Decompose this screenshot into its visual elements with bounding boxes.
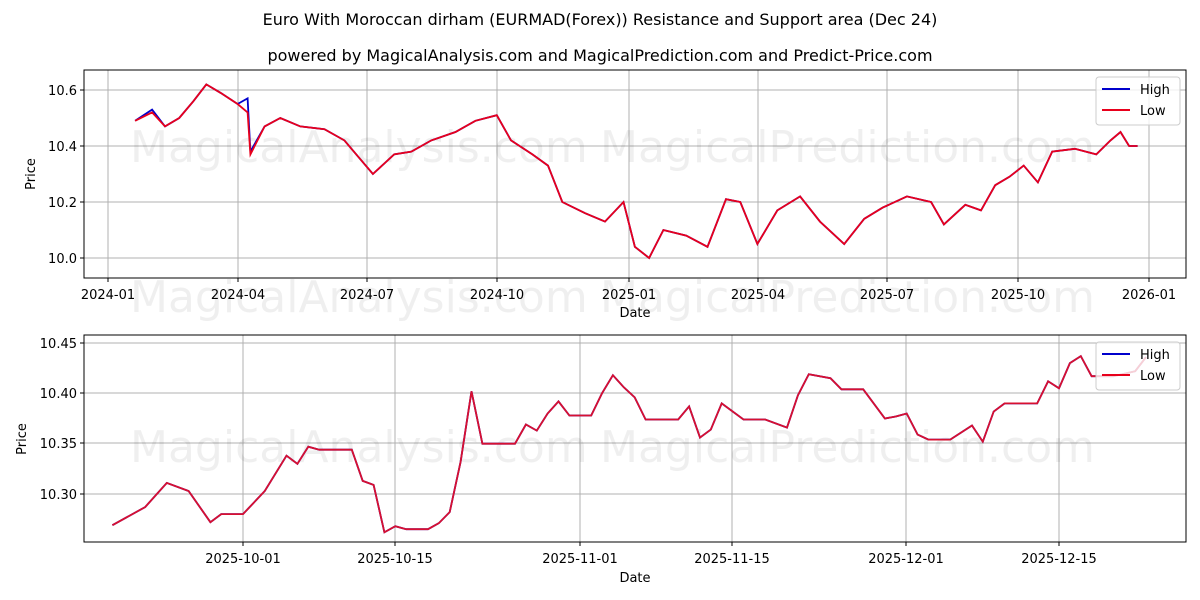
y-tick-label: 10.6 bbox=[48, 84, 77, 99]
legend-low-label: Low bbox=[1140, 104, 1166, 119]
x-tick-label: 2025-12-15 bbox=[1021, 552, 1097, 567]
x-tick-label: 2025-12-01 bbox=[868, 552, 944, 567]
bottom-y-axis-label: Price bbox=[15, 423, 30, 455]
x-tick-label: 2025-04 bbox=[731, 288, 785, 303]
x-tick-label: 2025-10-01 bbox=[205, 552, 281, 567]
bottom-x-axis-label: Date bbox=[619, 571, 650, 586]
top-grid bbox=[84, 70, 1186, 278]
top-y-axis-label: Price bbox=[24, 158, 39, 190]
x-tick-label: 2024-07 bbox=[340, 288, 394, 303]
top-plot: MagicalAnalysis.com MagicalPrediction.co… bbox=[24, 69, 1187, 323]
y-tick-label: 10.40 bbox=[40, 387, 77, 402]
y-tick-label: 10.4 bbox=[48, 140, 77, 155]
watermark-top-lower-left: MagicalAnalysis.com bbox=[130, 272, 588, 323]
top-x-axis-label: Date bbox=[619, 306, 650, 321]
x-tick-label: 2025-11-15 bbox=[694, 552, 770, 567]
bottom-axes-frame bbox=[83, 334, 1187, 543]
bottom-ticks: 10.45 10.40 10.35 10.30 2025-10-01 2025-10-15… bbox=[40, 337, 1097, 567]
watermark-top-right: MagicalPrediction.com bbox=[600, 122, 1095, 173]
x-tick-label: 2025-07 bbox=[860, 288, 914, 303]
top-legend: High Low bbox=[1095, 76, 1181, 126]
x-tick-label: 2024-04 bbox=[211, 288, 265, 303]
watermark-top-lower-right: MagicalPrediction.com bbox=[600, 272, 1095, 323]
legend-high-label: High bbox=[1140, 348, 1170, 363]
watermark-bottom-right: MagicalPrediction.com bbox=[600, 422, 1095, 473]
bottom-plot: MagicalAnalysis.com MagicalPrediction.co… bbox=[15, 334, 1187, 586]
x-tick-label: 2025-10-15 bbox=[357, 552, 433, 567]
x-tick-label: 2024-10 bbox=[470, 288, 524, 303]
y-tick-label: 10.45 bbox=[40, 337, 77, 352]
y-tick-label: 10.0 bbox=[48, 252, 77, 267]
bottom-grid bbox=[84, 335, 1186, 542]
legend-high-label: High bbox=[1140, 83, 1170, 98]
legend-low-label: Low bbox=[1140, 369, 1166, 384]
chart-title: Euro With Moroccan dirham (EURMAD(Forex)… bbox=[262, 10, 938, 29]
y-tick-label: 10.30 bbox=[40, 488, 77, 503]
top-ticks: 10.6 10.4 10.2 10.0 2024-01 2024-04 2024-07 202… bbox=[48, 84, 1176, 303]
x-tick-label: 2025-11-01 bbox=[542, 552, 618, 567]
top-low-line bbox=[134, 83, 1138, 260]
x-tick-label: 2025-10 bbox=[991, 288, 1045, 303]
x-tick-label: 2024-01 bbox=[81, 288, 135, 303]
top-axes-frame bbox=[83, 69, 1187, 279]
bottom-low-line bbox=[111, 354, 1147, 534]
watermark-bottom-left: MagicalAnalysis.com bbox=[130, 422, 588, 473]
y-tick-label: 10.2 bbox=[48, 196, 77, 211]
bottom-legend: High Low bbox=[1095, 341, 1181, 391]
watermark-top-left: MagicalAnalysis.com bbox=[130, 122, 588, 173]
y-tick-label: 10.35 bbox=[40, 437, 77, 452]
x-tick-label: 2025-01 bbox=[602, 288, 656, 303]
chart-subtitle: powered by MagicalAnalysis.com and Magic… bbox=[267, 46, 933, 65]
x-tick-label: 2026-01 bbox=[1122, 288, 1176, 303]
